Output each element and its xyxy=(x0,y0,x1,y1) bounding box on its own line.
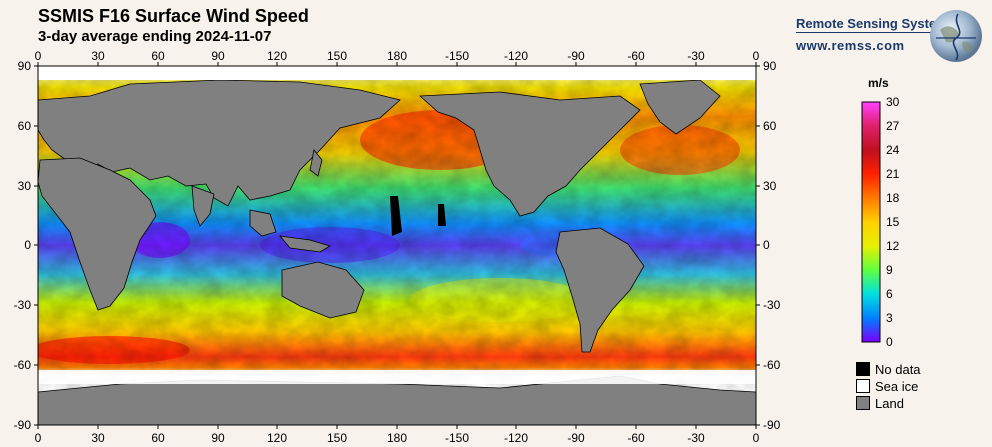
lon-label: -30 xyxy=(687,49,705,63)
left-lat-labels: 90 60 30 0 -30 -60 -90 xyxy=(14,59,32,432)
lon-label: -90 xyxy=(567,49,585,63)
colorbar-tick: 18 xyxy=(886,191,900,205)
lat-label: 0 xyxy=(763,238,770,252)
lon-label: 60 xyxy=(151,431,165,445)
legend-label: Land xyxy=(875,396,904,411)
colorbar-gradient xyxy=(861,101,881,343)
land-masses xyxy=(38,79,756,425)
lon-label: 150 xyxy=(327,49,347,63)
no-data-swath xyxy=(390,196,402,236)
lon-label: 150 xyxy=(327,431,347,445)
lon-label: 30 xyxy=(91,49,105,63)
colorbar-unit: m/s xyxy=(868,76,889,90)
arctic-sea-ice xyxy=(38,66,756,80)
legend-swatch xyxy=(856,362,870,376)
top-lon-labels: 0 30 60 90 120 150 180 -150 -120 -90 -60… xyxy=(35,49,760,63)
legend-swatch xyxy=(856,379,870,393)
colorbar-tick: 15 xyxy=(886,215,900,229)
lon-label: -60 xyxy=(627,49,645,63)
lon-label: -150 xyxy=(445,49,469,63)
colorbar-tick: 3 xyxy=(886,311,893,325)
map-subtitle: 3-day average ending 2024-11-07 xyxy=(38,28,272,45)
lon-label: -150 xyxy=(445,431,469,445)
lon-label: 0 xyxy=(35,49,42,63)
colorbar-tick: 30 xyxy=(886,95,900,109)
lon-label: 180 xyxy=(387,49,407,63)
lon-label: 0 xyxy=(35,431,42,445)
no-data-swath xyxy=(438,204,446,226)
legend-no-data: No data xyxy=(856,362,921,377)
lat-label: -60 xyxy=(14,358,32,372)
lon-label: 120 xyxy=(267,49,287,63)
lon-label: 90 xyxy=(211,49,225,63)
lon-label: 90 xyxy=(211,431,225,445)
colorbar-tick: 27 xyxy=(886,119,900,133)
lat-label: -90 xyxy=(763,418,781,432)
colorbar-tick: 24 xyxy=(886,143,900,157)
colorbar-tick: 0 xyxy=(886,335,893,349)
legend-swatch xyxy=(856,396,870,410)
lat-label: 60 xyxy=(18,119,32,133)
lat-label: 90 xyxy=(18,59,32,73)
antarctic-sea-ice xyxy=(38,370,756,384)
lon-label: 0 xyxy=(753,431,760,445)
lon-label: -120 xyxy=(504,49,528,63)
map-title: SSMIS F16 Surface Wind Speed xyxy=(38,6,309,26)
lat-label: 60 xyxy=(763,119,777,133)
lon-label: -120 xyxy=(504,431,528,445)
legend-label: No data xyxy=(875,362,921,377)
lon-label: -60 xyxy=(627,431,645,445)
lon-label: 60 xyxy=(151,49,165,63)
lat-label: -90 xyxy=(14,418,32,432)
lon-label: 0 xyxy=(753,49,760,63)
colorbar-tick: 6 xyxy=(886,287,893,301)
legend-sea-ice: Sea ice xyxy=(856,379,918,394)
lon-label: -30 xyxy=(687,431,705,445)
lat-label: 0 xyxy=(24,238,31,252)
right-lat-labels: 90 60 30 0 -30 -60 -90 xyxy=(763,59,781,432)
axis-ticks xyxy=(34,62,760,429)
lat-label: -30 xyxy=(763,298,781,312)
colorbar xyxy=(861,101,881,343)
bottom-lon-labels: 0 30 60 90 120 150 180 -150 -120 -90 -60… xyxy=(35,431,760,445)
logo-url: www.remss.com xyxy=(796,38,905,53)
lat-label: -60 xyxy=(763,358,781,372)
lat-label: 90 xyxy=(763,59,777,73)
lon-label: 120 xyxy=(267,431,287,445)
colorbar-tick: 12 xyxy=(886,239,900,253)
logo-name: Remote Sensing Systems xyxy=(796,16,955,33)
globe-logo-icon xyxy=(930,10,982,62)
lon-label: -90 xyxy=(567,431,585,445)
colorbar-tick: 9 xyxy=(886,263,893,277)
lat-label: 30 xyxy=(763,179,777,193)
legend-land: Land xyxy=(856,396,904,411)
lon-label: 180 xyxy=(387,431,407,445)
lat-label: -30 xyxy=(14,298,32,312)
legend-label: Sea ice xyxy=(875,379,919,394)
colorbar-tick: 21 xyxy=(886,167,900,181)
lat-label: 30 xyxy=(18,179,32,193)
lon-label: 30 xyxy=(91,431,105,445)
